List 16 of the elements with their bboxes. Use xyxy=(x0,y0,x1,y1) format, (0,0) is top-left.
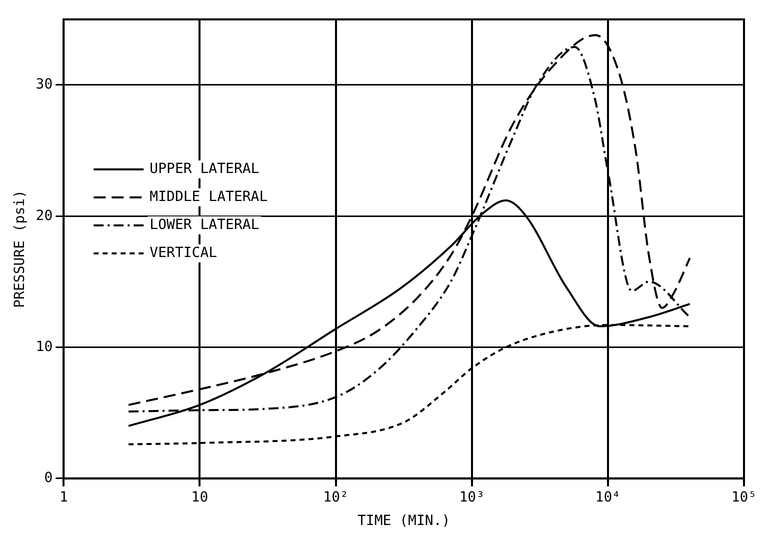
y-tick-label: 30 xyxy=(36,76,53,93)
y-tick-label: 0 xyxy=(44,470,53,486)
y-axis-title: PRESSURE (psi) xyxy=(12,190,28,308)
legend-label: VERTICAL xyxy=(150,245,218,262)
y-tick-label: 10 xyxy=(36,338,53,355)
x-tick-label: 1 xyxy=(59,489,68,506)
x-tick-label: 10⁵ xyxy=(731,489,757,506)
x-tick-label: 10³ xyxy=(459,489,485,506)
y-tick-label: 20 xyxy=(36,208,53,224)
legend-label: MIDDLE LATERAL xyxy=(150,189,268,206)
x-axis-title: TIME (MIN.) xyxy=(357,513,450,530)
x-tick-label: 10⁴ xyxy=(595,489,621,506)
legend-label: LOWER LATERAL xyxy=(150,217,260,234)
x-tick-label: 10² xyxy=(323,489,348,506)
x-tick-label: 10 xyxy=(191,489,208,506)
legend-label: UPPER LATERAL xyxy=(150,161,260,178)
